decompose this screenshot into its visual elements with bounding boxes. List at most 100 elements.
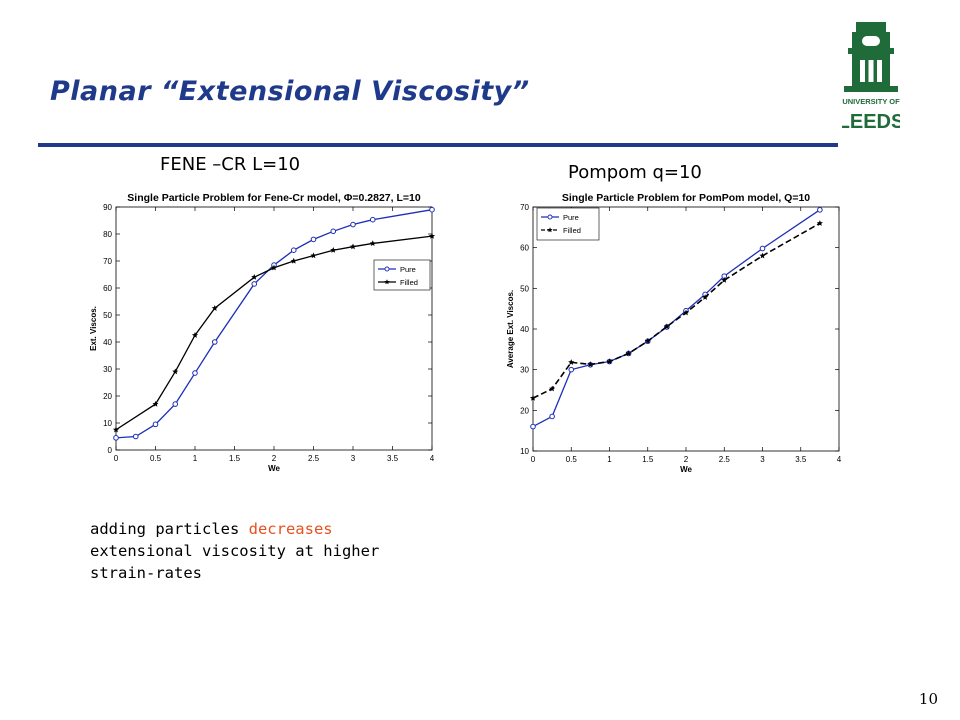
logo-text-top: UNIVERSITY OF: [842, 97, 900, 106]
x-tick-label: 2: [272, 454, 277, 463]
x-tick-label: 4: [837, 455, 842, 464]
university-logo: UNIVERSITY OF LEEDS: [842, 22, 900, 133]
legend-label-filled: Filled: [563, 226, 581, 235]
data-point-pure: [290, 247, 297, 253]
x-tick-label: 1: [607, 455, 612, 464]
data-point-filled: [816, 220, 823, 226]
data-point-pure: [369, 216, 376, 223]
y-tick-label: 30: [103, 365, 112, 374]
data-point-filled: [270, 264, 278, 271]
y-tick-label: 50: [520, 284, 529, 293]
data-point-filled: [211, 305, 218, 311]
legend-box: [373, 259, 431, 291]
pompom-chart: Single Particle Problem for PomPom model…: [506, 192, 842, 474]
left-chart-caption: FENE –CR L=10: [160, 154, 301, 175]
data-point-filled: [663, 323, 670, 330]
x-axis-label: We: [268, 464, 280, 473]
data-point-pure: [192, 370, 198, 376]
y-tick-label: 60: [103, 284, 112, 293]
y-axis-label: Average Ext. Viscos.: [506, 290, 515, 368]
y-tick-label: 40: [103, 338, 112, 347]
y-tick-label: 70: [103, 257, 112, 266]
data-point-pure: [152, 421, 159, 428]
page-number: 10: [918, 690, 938, 708]
data-point-filled: [152, 400, 159, 407]
plot-frame: [532, 206, 840, 452]
x-tick-label: 4: [430, 454, 435, 463]
x-tick-label: 2: [684, 455, 689, 464]
data-point-filled: [587, 361, 594, 367]
data-point-pure: [172, 401, 179, 407]
data-point-pure: [330, 228, 337, 235]
y-tick-label: 90: [103, 203, 112, 212]
data-point-pure: [211, 339, 218, 345]
logo-tower-icon: [844, 22, 898, 92]
legend-marker-pure: [547, 214, 553, 220]
data-point-filled: [112, 426, 120, 433]
slide-title: Planar “Extensional Viscosity”: [50, 76, 530, 107]
x-tick-label: 0: [531, 455, 536, 464]
data-point-filled: [568, 359, 575, 365]
data-point-filled: [428, 232, 436, 239]
legend-box: [536, 207, 600, 241]
x-tick-label: 3: [351, 454, 356, 463]
y-tick-label: 50: [103, 311, 112, 320]
data-point-filled: [290, 257, 297, 264]
y-tick-label: 30: [520, 366, 529, 375]
data-point-filled: [349, 243, 357, 250]
legend-marker-pure: [384, 266, 390, 272]
fene-cr-chart: Single Particle Problem for Fene-Cr mode…: [89, 192, 436, 473]
data-point-filled: [644, 338, 651, 344]
data-point-pure: [113, 435, 119, 441]
x-axis-label: We: [680, 465, 692, 474]
data-point-filled: [721, 277, 728, 283]
x-tick-label: 1: [193, 454, 198, 463]
legend-label-filled: Filled: [400, 278, 418, 287]
data-point-filled: [702, 294, 709, 300]
plot-frame: [115, 206, 433, 451]
data-point-filled: [330, 247, 337, 253]
series-line-pure: [115, 209, 433, 439]
y-tick-label: 10: [103, 419, 112, 428]
legend-marker-filled: [547, 227, 553, 233]
y-tick-label: 10: [520, 447, 529, 456]
observation-note: adding particles decreases extensional v…: [90, 518, 379, 584]
data-point-filled: [310, 252, 317, 259]
note-line-2: extensional viscosity at higher: [90, 542, 380, 560]
data-point-pure: [759, 245, 766, 252]
right-chart-caption: Pompom q=10: [568, 162, 702, 182]
data-point-pure: [429, 206, 435, 213]
y-tick-label: 0: [108, 446, 113, 455]
data-point-pure: [549, 413, 555, 420]
data-point-filled: [369, 240, 376, 247]
x-tick-label: 0.5: [566, 455, 578, 464]
y-tick-label: 20: [520, 406, 529, 415]
x-tick-label: 3.5: [387, 454, 399, 463]
x-tick-label: 0.5: [150, 454, 162, 463]
data-point-filled: [759, 252, 766, 259]
data-point-pure: [251, 281, 258, 287]
note-line-3: strain-rates: [90, 564, 202, 582]
data-point-pure: [817, 207, 823, 213]
legend-marker-filled: [384, 279, 390, 285]
x-tick-label: 0: [114, 454, 119, 463]
y-axis-label: Ext. Viscos.: [89, 306, 98, 351]
data-point-pure: [310, 236, 317, 243]
legend-label-pure: Pure: [400, 265, 416, 274]
x-tick-label: 3.5: [795, 455, 807, 464]
y-tick-label: 40: [520, 325, 529, 334]
data-point-filled: [191, 332, 199, 338]
data-point-pure: [132, 433, 139, 440]
data-point-filled: [251, 274, 258, 280]
title-divider: [38, 143, 838, 147]
legend-label-pure: Pure: [563, 213, 579, 222]
note-line-1: adding particles decreases: [90, 518, 379, 540]
x-tick-label: 1.5: [229, 454, 241, 463]
y-tick-label: 60: [520, 244, 529, 253]
data-point-filled: [606, 358, 613, 365]
x-tick-label: 3: [760, 455, 765, 464]
logo-text-bottom: LEEDS: [842, 111, 900, 133]
y-tick-label: 80: [103, 230, 112, 239]
data-point-filled: [529, 394, 537, 401]
data-point-filled: [625, 350, 632, 356]
